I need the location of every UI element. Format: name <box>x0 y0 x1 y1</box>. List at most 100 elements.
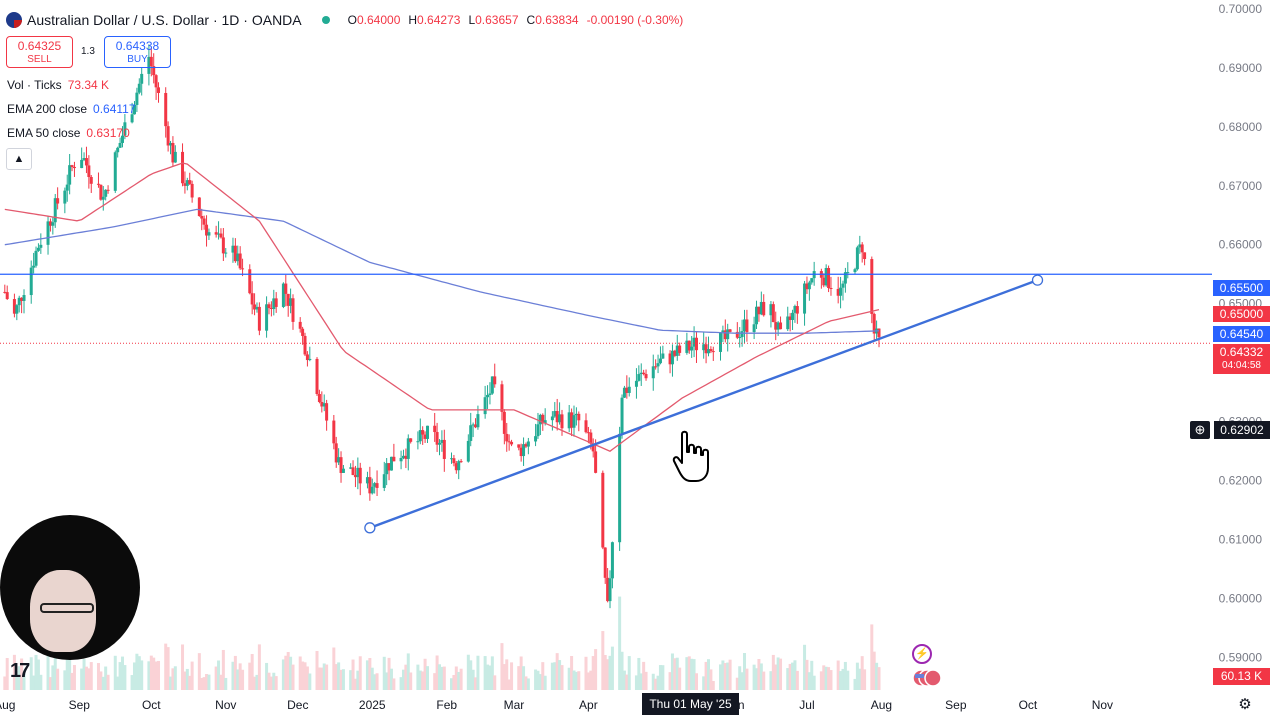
candle-body <box>349 467 353 469</box>
volume-bar <box>829 670 833 690</box>
volume-bar <box>248 662 252 690</box>
candle-body <box>123 122 127 136</box>
candle-body <box>341 468 345 473</box>
candle-body <box>723 330 727 340</box>
volume-bar <box>526 678 530 690</box>
candle-body <box>202 218 206 225</box>
trendline[interactable] <box>369 279 1038 529</box>
volume-bar <box>584 656 588 690</box>
volume-bar <box>836 660 840 690</box>
candle-body <box>522 444 526 457</box>
legend-ema200[interactable]: EMA 200 close 0.64117 <box>7 102 136 116</box>
tradingview-logo[interactable]: 17 <box>10 660 30 682</box>
volume-bar <box>675 657 679 690</box>
trendline-handle-start[interactable] <box>364 522 376 534</box>
volume-bar <box>474 677 478 690</box>
candle-body <box>387 463 391 471</box>
volume-bar <box>625 674 629 690</box>
candle-body <box>29 267 33 296</box>
trendline-handle-end[interactable] <box>1031 274 1044 286</box>
candle-body <box>538 414 542 425</box>
volume-bar <box>743 653 747 690</box>
candle-body <box>824 268 828 286</box>
candle-body <box>241 268 245 270</box>
volume-bar <box>668 672 672 690</box>
candle-body <box>113 152 117 191</box>
sell-button[interactable]: 0.64325 SELL <box>6 36 73 68</box>
volume-bar <box>459 668 463 690</box>
price-tick-2: 0.68000 <box>1219 120 1263 134</box>
candle-body <box>171 142 175 163</box>
volume-bar <box>183 671 187 690</box>
candle-body <box>438 442 442 445</box>
ohlc-low: L0.63657 <box>468 13 519 27</box>
volume-bar <box>291 664 295 690</box>
volume-bar <box>286 652 290 690</box>
candle-body <box>553 411 557 417</box>
candle-body <box>337 457 341 463</box>
candle-body <box>406 438 410 459</box>
volume-bar <box>70 672 74 690</box>
price-tick-11: 0.59000 <box>1219 651 1263 665</box>
candle-body <box>308 358 312 361</box>
candle-body <box>860 244 864 253</box>
volume-bar <box>39 674 43 690</box>
candle-body <box>65 184 69 191</box>
candle-body <box>574 413 578 416</box>
volume-bar <box>488 665 492 690</box>
candle-body <box>704 344 708 354</box>
volume-bar <box>735 677 739 690</box>
candle-body <box>471 424 475 426</box>
candle-body <box>762 301 766 316</box>
candle-body <box>827 268 831 289</box>
candle-body <box>332 420 336 444</box>
volume-bar <box>500 643 504 690</box>
volume-bar <box>824 666 828 690</box>
legend-ema200-label: EMA 200 close <box>7 102 88 116</box>
volume-bar <box>65 656 69 690</box>
candle-body <box>132 104 136 115</box>
add-alert-plus-icon[interactable]: ⊕ <box>1190 421 1210 439</box>
volume-bar <box>505 659 509 690</box>
settings-gear-icon[interactable]: ⚙ <box>1238 696 1252 713</box>
candle-body <box>863 252 867 260</box>
candle-body <box>771 304 775 323</box>
candle-body <box>543 420 547 424</box>
time-tick-14: Oct <box>1019 698 1038 712</box>
volume-bar <box>219 674 223 690</box>
volume-bar <box>457 671 461 690</box>
volume-bar <box>317 667 321 690</box>
candle-body <box>675 345 679 356</box>
candle-body <box>101 196 105 200</box>
volume-bar <box>673 658 677 690</box>
us-event-flags-icon[interactable] <box>911 668 943 688</box>
candle-body <box>401 455 405 458</box>
candle-body <box>488 393 492 395</box>
volume-bar <box>536 670 540 690</box>
volume-bar <box>289 656 293 690</box>
volume-bar <box>325 664 329 690</box>
candle-body <box>392 456 396 462</box>
volume-bar <box>190 661 194 690</box>
candle-body <box>147 56 151 74</box>
economic-event-lightning-icon[interactable]: ⚡ <box>912 644 932 664</box>
candle-body <box>3 291 7 293</box>
candle-body <box>70 165 74 167</box>
candle-body <box>248 269 252 294</box>
buy-button[interactable]: 0.64338 BUY <box>104 36 171 68</box>
volume-bar <box>20 658 24 690</box>
candle-body <box>265 304 269 331</box>
symbol-title[interactable]: Australian Dollar / U.S. Dollar · 1D · O… <box>27 12 302 28</box>
legend-ema50[interactable]: EMA 50 close 0.63170 <box>7 126 130 140</box>
collapse-legend-button[interactable]: ▲ <box>6 148 32 170</box>
candle-body <box>56 198 60 204</box>
legend-volume[interactable]: Vol · Ticks 73.34 K <box>7 78 109 92</box>
candle-body <box>534 436 538 442</box>
candle-body <box>137 83 141 93</box>
candle-body <box>116 147 120 153</box>
candle-body <box>601 472 605 548</box>
candle-body <box>440 439 444 443</box>
volume-bar <box>15 671 19 690</box>
candle-body <box>53 198 57 223</box>
